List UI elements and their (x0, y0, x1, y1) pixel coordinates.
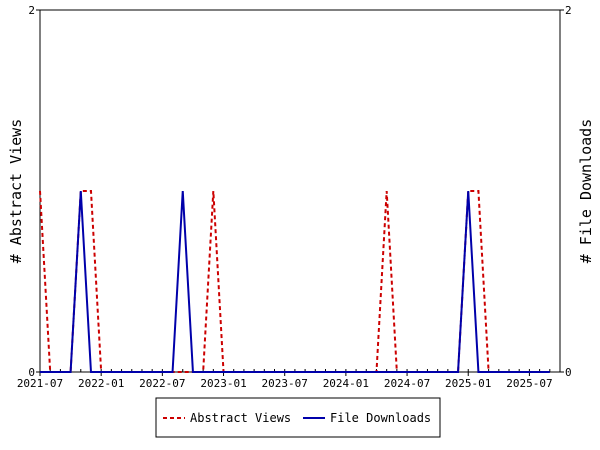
series-layer (39, 190, 550, 373)
x-tick-label: 2022-07 (139, 377, 185, 390)
y-left-tick-label: 0 (28, 366, 35, 379)
legend-label-abstract-views: Abstract Views (190, 411, 291, 425)
legend-box (155, 397, 441, 438)
plot-frame (39, 9, 561, 373)
x-tick-label: 2025-07 (506, 377, 552, 390)
x-tick-label: 2021-07 (17, 377, 63, 390)
series-line-file-downloads (40, 190, 550, 373)
x-tick-label: 2024-07 (384, 377, 430, 390)
x-axis-ticks: 2021-07 2022-01 2022-07 2023-01 2023-07 2024-… (17, 372, 553, 390)
x-tick-label: 2023-07 (262, 377, 308, 390)
x-tick-label: 2023-01 (200, 377, 246, 390)
y-axis-right-title: # File Downloads (577, 119, 595, 264)
y-right-tick-label: 0 (565, 366, 572, 379)
legend-label-file-downloads: File Downloads (330, 411, 431, 425)
y-axis-ticks: 0 2 0 2 (28, 4, 571, 379)
y-right-tick-label: 2 (565, 4, 572, 17)
y-left-tick-label: 2 (28, 4, 35, 17)
legend: Abstract Views File Downloads (155, 397, 441, 438)
x-tick-label: 2024-01 (323, 377, 369, 390)
x-tick-label: 2025-01 (445, 377, 491, 390)
y-axis-left-title: # Abstract Views (7, 119, 25, 264)
x-tick-label: 2022-01 (78, 377, 124, 390)
